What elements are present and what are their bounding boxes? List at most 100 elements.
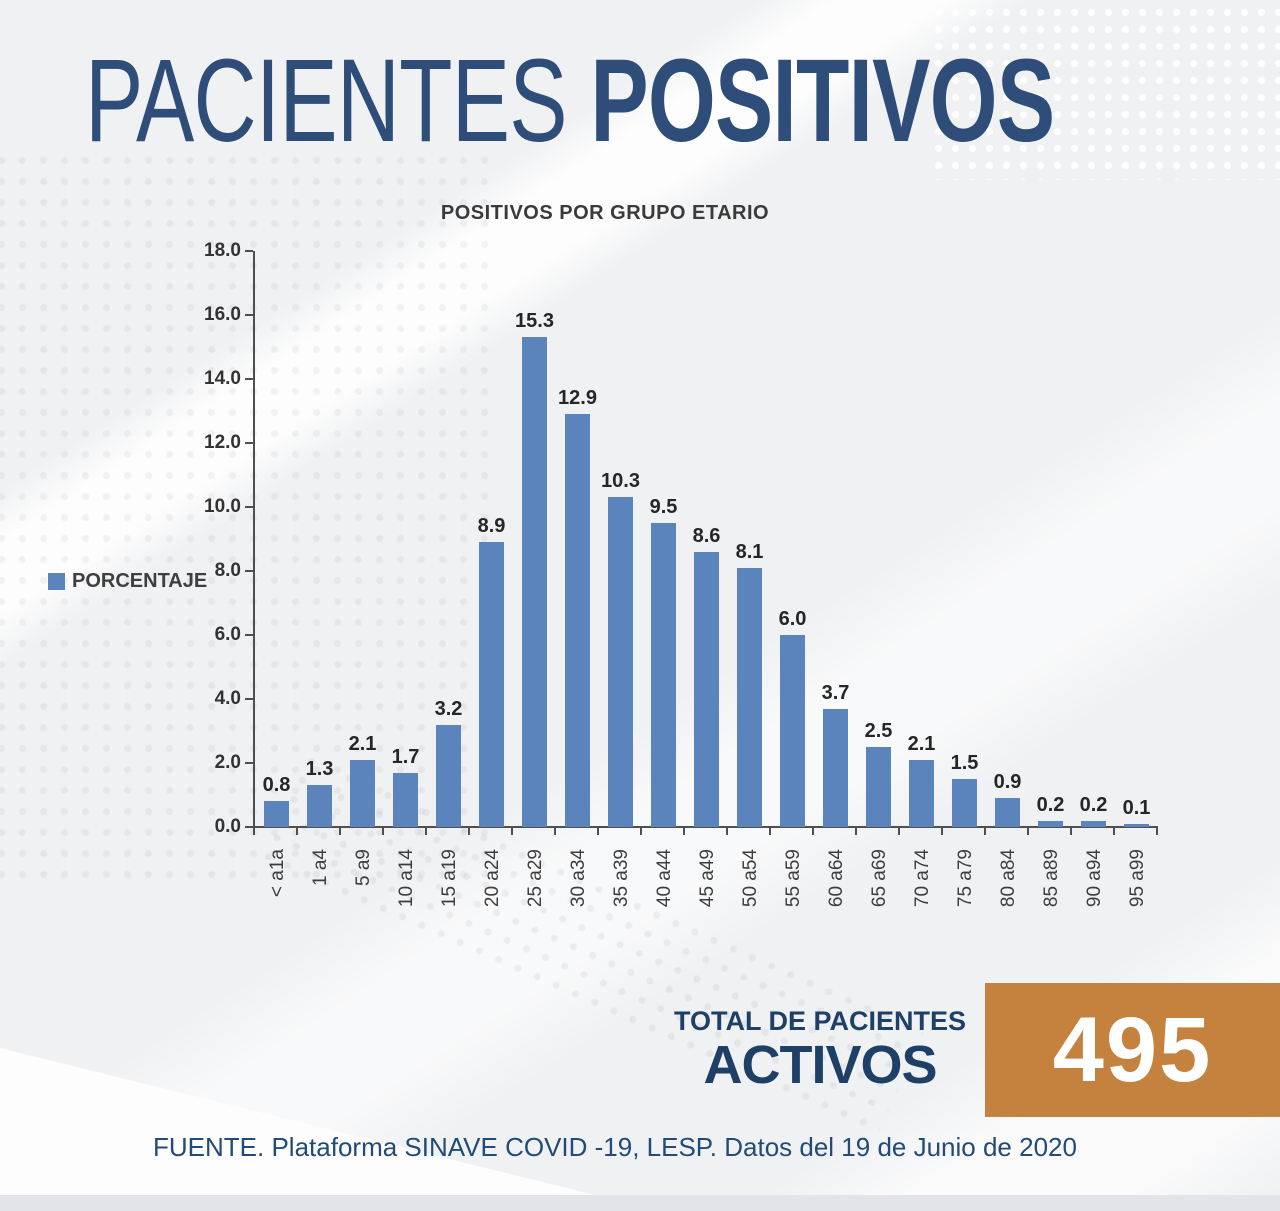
y-axis-tick bbox=[245, 250, 253, 252]
x-category-label: 85 a89 bbox=[1040, 849, 1062, 908]
bar-value-label: 8.9 bbox=[477, 515, 506, 537]
y-tick-label: 18.0 bbox=[204, 240, 241, 261]
x-axis-tick bbox=[339, 828, 341, 835]
x-category-label: 15 a19 bbox=[438, 849, 460, 908]
bar-value-label: 0.2 bbox=[1079, 794, 1108, 816]
y-axis-tick bbox=[245, 506, 253, 508]
x-axis-tick bbox=[511, 828, 513, 835]
bar-value-label: 1.3 bbox=[305, 758, 334, 780]
bar bbox=[823, 709, 848, 827]
bar bbox=[436, 725, 461, 827]
x-category-label: 25 a29 bbox=[524, 849, 546, 908]
bar bbox=[393, 773, 418, 827]
bar-value-label: 2.1 bbox=[348, 733, 377, 755]
x-category-label: 30 a34 bbox=[567, 849, 589, 908]
x-category-label: 60 a64 bbox=[825, 849, 847, 908]
bar-value-label: 6.0 bbox=[778, 608, 807, 630]
bar-value-label: 1.7 bbox=[391, 746, 420, 768]
x-category-label: 75 a79 bbox=[954, 849, 976, 908]
y-tick-label: 12.0 bbox=[204, 432, 241, 453]
bar-value-label: 12.9 bbox=[558, 387, 597, 409]
bar-value-label: 2.1 bbox=[907, 733, 936, 755]
x-category-label: 40 a44 bbox=[653, 849, 675, 908]
y-axis-tick bbox=[245, 378, 253, 380]
bar-value-label: 0.9 bbox=[993, 771, 1022, 793]
total-value-box: 495 bbox=[985, 983, 1280, 1117]
bar-value-label: 15.3 bbox=[515, 310, 554, 332]
y-tick-label: 14.0 bbox=[204, 368, 241, 389]
x-category-label: 70 a74 bbox=[911, 849, 933, 908]
y-axis-tick bbox=[245, 442, 253, 444]
x-axis-tick bbox=[640, 828, 642, 835]
y-axis-tick bbox=[245, 570, 253, 572]
bar bbox=[1038, 821, 1063, 827]
total-value: 495 bbox=[1052, 998, 1213, 1101]
dot-pattern-top-right bbox=[930, 0, 1280, 180]
bar bbox=[1124, 824, 1149, 827]
bar-value-label: 1.5 bbox=[950, 752, 979, 774]
y-tick-label: 10.0 bbox=[204, 496, 241, 517]
x-category-label: 1 a4 bbox=[309, 849, 331, 886]
bar-value-label: 3.2 bbox=[434, 698, 463, 720]
y-tick-label: 0.0 bbox=[214, 816, 241, 837]
x-axis-tick bbox=[726, 828, 728, 835]
legend-label: PORCENTAJE bbox=[72, 570, 208, 592]
bar bbox=[522, 337, 547, 827]
y-axis-line bbox=[253, 251, 255, 828]
bar bbox=[608, 497, 633, 827]
x-axis-line bbox=[253, 826, 1158, 828]
bar bbox=[651, 523, 676, 827]
y-tick-label: 6.0 bbox=[214, 624, 241, 645]
bar bbox=[307, 785, 332, 827]
x-category-label: 5 a9 bbox=[352, 849, 374, 886]
x-axis-tick bbox=[382, 828, 384, 835]
total-label-line1: TOTAL DE PACIENTES bbox=[673, 1006, 967, 1036]
bar bbox=[350, 760, 375, 827]
x-axis-tick bbox=[425, 828, 427, 835]
x-axis-tick bbox=[683, 828, 685, 835]
x-axis-tick bbox=[253, 828, 255, 835]
total-patients-label: TOTAL DE PACIENTES ACTIVOS bbox=[670, 1006, 970, 1094]
y-tick-label: 4.0 bbox=[214, 688, 241, 709]
bar-value-label: 10.3 bbox=[601, 470, 640, 492]
x-axis-tick bbox=[468, 828, 470, 835]
y-axis-tick bbox=[245, 634, 253, 636]
x-axis-tick bbox=[812, 828, 814, 835]
x-axis-tick bbox=[597, 828, 599, 835]
x-axis-tick bbox=[1070, 828, 1072, 835]
bar bbox=[866, 747, 891, 827]
x-axis-tick bbox=[941, 828, 943, 835]
x-axis-tick bbox=[769, 828, 771, 835]
bar-value-label: 2.5 bbox=[864, 720, 893, 742]
x-axis-tick bbox=[554, 828, 556, 835]
x-axis-tick bbox=[984, 828, 986, 835]
legend-swatch-icon bbox=[48, 573, 65, 590]
bar bbox=[780, 635, 805, 827]
bar-value-label: 0.1 bbox=[1122, 797, 1151, 819]
bar-value-label: 3.7 bbox=[821, 682, 850, 704]
x-category-label: 20 a24 bbox=[481, 849, 503, 908]
y-tick-label: 8.0 bbox=[214, 560, 241, 581]
x-category-label: 95 a99 bbox=[1126, 849, 1148, 908]
x-category-label: 45 a49 bbox=[696, 849, 718, 908]
x-category-label: 55 a59 bbox=[782, 849, 804, 908]
x-axis-tick bbox=[898, 828, 900, 835]
bar bbox=[952, 779, 977, 827]
x-axis-tick bbox=[855, 828, 857, 835]
y-axis-tick bbox=[245, 314, 253, 316]
x-category-label: 35 a39 bbox=[610, 849, 632, 908]
total-label-line2: ACTIVOS bbox=[703, 1035, 937, 1095]
x-category-label: 65 a69 bbox=[868, 849, 890, 908]
chart-legend: PORCENTAJE bbox=[48, 570, 207, 593]
bar bbox=[909, 760, 934, 827]
source-footer: FUENTE. Plataforma SINAVE COVID -19, LES… bbox=[153, 1132, 1077, 1162]
x-axis-tick bbox=[1113, 828, 1115, 835]
x-axis-tick bbox=[1156, 828, 1158, 835]
bar-value-label: 0.8 bbox=[262, 774, 291, 796]
x-category-label: 50 a54 bbox=[739, 849, 761, 908]
bar bbox=[694, 552, 719, 827]
bottom-edge-strip bbox=[0, 1195, 1280, 1211]
chart-title: POSITIVOS POR GRUPO ETARIO bbox=[440, 202, 770, 224]
y-axis-tick bbox=[245, 826, 253, 828]
